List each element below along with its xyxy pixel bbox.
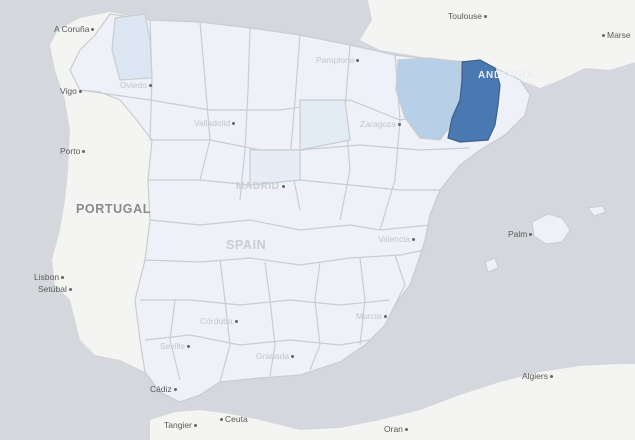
menorca-island bbox=[587, 205, 607, 217]
city-label-oviedo: Oviedo bbox=[120, 80, 152, 90]
region-huesca-highlight bbox=[395, 57, 463, 141]
region-lleida-highlight bbox=[447, 59, 501, 143]
city-label-seville: Seville bbox=[160, 341, 190, 351]
city-label-a-coruna: A Coruña bbox=[54, 24, 94, 34]
city-label-lisbon: Lisbon bbox=[34, 272, 64, 282]
city-label-granada: Granada bbox=[256, 351, 294, 361]
city-label-vigo: Vigo bbox=[60, 86, 82, 96]
city-label-murcia: Murcia bbox=[356, 311, 387, 321]
ibiza-island bbox=[484, 257, 499, 273]
africa-landmass bbox=[150, 364, 635, 440]
city-label-oran: Oran bbox=[384, 424, 408, 434]
city-label-cadiz: Cádiz bbox=[150, 384, 177, 394]
city-label-marseille: Marse bbox=[602, 30, 631, 40]
city-label-zaragoza: Zaragoza bbox=[360, 119, 401, 129]
city-label-porto: Porto bbox=[60, 146, 85, 156]
city-label-palma: Palm bbox=[508, 229, 532, 239]
city-label-valencia: Valencia bbox=[378, 234, 415, 244]
region-guadalajara-light bbox=[249, 149, 301, 186]
city-label-cordoba: Córdoba bbox=[200, 316, 238, 326]
city-label-valladolid: Valladolid bbox=[194, 118, 235, 128]
city-label-toulouse: Toulouse bbox=[448, 11, 487, 21]
city-label-algiers: Algiers bbox=[522, 371, 553, 381]
country-label-spain: SPAIN bbox=[226, 238, 267, 252]
country-label-portugal: PORTUGAL bbox=[76, 202, 151, 216]
city-label-ceuta: Ceuta bbox=[220, 414, 248, 424]
mallorca-island bbox=[531, 213, 571, 245]
region-teruel-light bbox=[299, 99, 351, 151]
france-landmass bbox=[360, 0, 635, 88]
city-label-setubal: Setúbal bbox=[38, 284, 72, 294]
city-label-pamplona: Pamplona bbox=[316, 55, 359, 65]
country-label-andorra: ANDORRA bbox=[478, 70, 535, 81]
city-label-madrid: MADRID bbox=[236, 181, 285, 192]
region-lugo-highlight bbox=[111, 13, 153, 81]
city-label-tangier: Tangier bbox=[164, 420, 197, 430]
